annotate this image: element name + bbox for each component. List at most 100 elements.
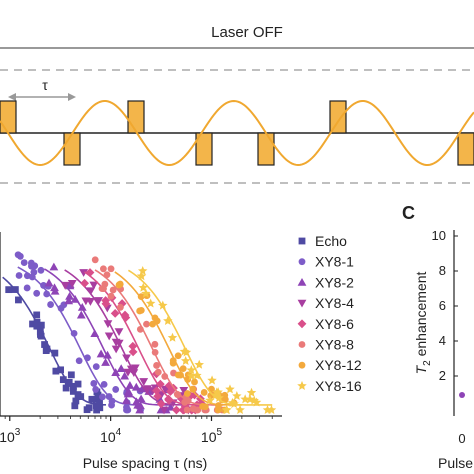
data-point (107, 265, 115, 273)
data-point (71, 402, 79, 410)
data-point (164, 395, 174, 405)
data-point (111, 345, 121, 354)
data-point (116, 280, 124, 288)
legend-label: XY8-4 (315, 295, 354, 311)
data-point (240, 394, 250, 404)
series-xy8-1 (14, 251, 144, 414)
data-point (181, 398, 189, 406)
data-point (136, 271, 147, 281)
data-point (33, 311, 41, 319)
series-xy8-16 (127, 265, 277, 415)
data-point (145, 298, 156, 308)
data-point (92, 363, 100, 371)
legend-label: XY8-16 (315, 378, 362, 394)
data-point (33, 322, 41, 330)
data-point (125, 381, 135, 389)
data-point (100, 380, 108, 388)
data-point (141, 288, 151, 298)
data-point (30, 268, 38, 276)
data-point (94, 297, 103, 305)
series-echo (2, 276, 107, 414)
data-point (183, 390, 191, 397)
pulse-up (0, 100, 17, 134)
legend-label: XY8-2 (315, 274, 354, 290)
data-point (189, 385, 197, 393)
data-point (137, 265, 148, 276)
data-point (225, 384, 235, 394)
data-point (297, 278, 307, 286)
panel-c-label: C (402, 203, 415, 223)
data-point (298, 258, 306, 266)
pulse-train (0, 100, 474, 166)
data-point (50, 286, 60, 295)
data-point (123, 389, 133, 398)
pulse-down (195, 132, 213, 166)
data-point (201, 403, 209, 411)
data-point (156, 399, 166, 409)
data-point (74, 380, 82, 388)
data-point (67, 371, 75, 379)
data-point (43, 290, 51, 298)
data-point (136, 394, 146, 403)
data-point (215, 402, 222, 409)
data-point (207, 375, 217, 385)
data-point (235, 405, 245, 415)
data-point (111, 368, 121, 376)
data-point (23, 284, 31, 292)
data-point (266, 405, 277, 415)
panel-c-ytick: 10 (432, 228, 446, 243)
axis-frame (0, 232, 282, 417)
panel-c-y-label: T2 enhancement (413, 271, 433, 374)
data-point (109, 286, 117, 294)
fit-line (2, 276, 107, 406)
data-point (80, 278, 90, 288)
data-point (84, 354, 91, 362)
data-point (15, 272, 23, 279)
data-point (181, 347, 192, 357)
data-point (90, 380, 98, 387)
data-point (139, 378, 149, 386)
data-point (101, 358, 110, 366)
data-point (59, 376, 67, 384)
pulse-down (457, 132, 474, 166)
data-point (49, 262, 59, 271)
data-point (154, 368, 162, 376)
data-point (100, 285, 107, 293)
data-point (44, 278, 54, 287)
data-point (180, 355, 191, 365)
legend-item: XY8-8 (298, 337, 354, 353)
data-point (37, 266, 45, 274)
data-point (99, 393, 106, 401)
data-point (52, 367, 60, 375)
decay-plot: 103 104 105 Pulse spacing τ (ns) Echo XY8-1… (0, 232, 362, 471)
legend-label: XY8-6 (315, 316, 354, 332)
data-point (5, 286, 13, 294)
data-point (99, 265, 107, 273)
x-ticks: 103 104 105 (0, 416, 273, 445)
pulse-up (329, 100, 347, 134)
legend-item: XY8-1 (298, 254, 354, 270)
data-point (152, 386, 161, 396)
data-point (297, 380, 307, 390)
data-point (60, 281, 70, 290)
data-point (50, 283, 59, 292)
data-point (205, 395, 215, 405)
data-point (169, 357, 177, 365)
data-point (70, 329, 78, 337)
data-point (221, 405, 232, 415)
data-point (137, 306, 145, 314)
data-point (57, 304, 65, 312)
laser-status-title: Laser OFF (211, 24, 283, 41)
data-point (186, 371, 197, 381)
data-point (112, 386, 120, 393)
data-point (36, 328, 44, 336)
data-point (67, 279, 77, 288)
data-point (137, 293, 145, 300)
data-point (86, 298, 95, 306)
data-point (89, 281, 99, 290)
tau-arrow (8, 93, 76, 101)
panel-c: C 10 8 6 4 2 T2 enhancement 0 Pulse n (402, 203, 474, 471)
legend-item: XY8-12 (298, 357, 362, 373)
data-point (194, 359, 204, 369)
data-point (33, 318, 41, 326)
